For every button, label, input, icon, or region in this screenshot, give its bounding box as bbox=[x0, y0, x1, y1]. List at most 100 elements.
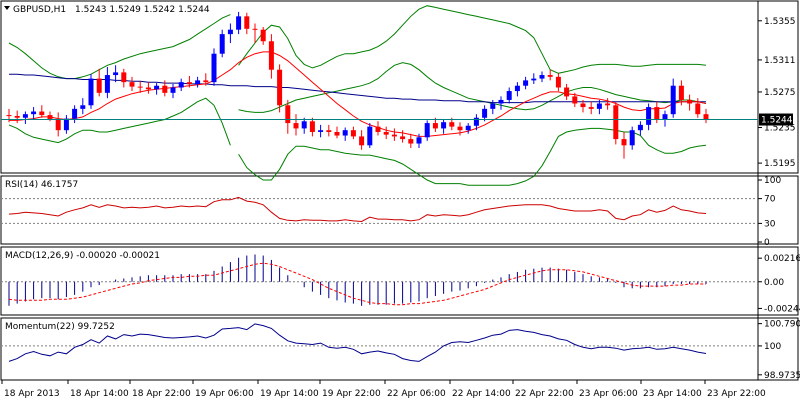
price-tick-label-4: 1.5195 bbox=[764, 159, 796, 169]
candle-body bbox=[695, 103, 701, 115]
candle-body bbox=[195, 80, 201, 84]
candle-body bbox=[170, 87, 176, 93]
momentum-title: Momentum(22) 99.7252 bbox=[5, 322, 115, 332]
candle-body bbox=[186, 82, 192, 84]
candle-body bbox=[596, 103, 602, 109]
candle-body bbox=[104, 75, 110, 93]
time-axis: 18 Apr 2013 18 Apr 14:00 18 Apr 22:00 19 Ap… bbox=[1, 380, 766, 399]
candle-body bbox=[277, 69, 283, 106]
candle-body bbox=[637, 124, 643, 131]
price-tick-label-2: 1.5275 bbox=[764, 88, 796, 98]
candle-body bbox=[457, 126, 463, 131]
time-tick-label-1: 18 Apr 14:00 bbox=[70, 389, 129, 399]
candle-body bbox=[621, 139, 627, 146]
candle-body bbox=[318, 130, 324, 132]
candle-body bbox=[63, 118, 69, 131]
candle-body bbox=[260, 29, 266, 42]
candle-body bbox=[375, 126, 381, 132]
macd-tick-label-1: 0.00 bbox=[764, 278, 784, 288]
candle-body bbox=[514, 85, 520, 92]
candle-body bbox=[227, 29, 233, 35]
momentum-tick-label-1: 100 bbox=[764, 342, 781, 352]
candle-body bbox=[293, 123, 299, 129]
symbol-label: GBPUSD,H1 bbox=[13, 5, 66, 15]
candle-body bbox=[564, 87, 570, 97]
candle-body bbox=[121, 72, 127, 83]
current-price-badge bbox=[759, 113, 793, 126]
candle-body bbox=[482, 108, 488, 118]
momentum-line bbox=[8, 323, 707, 362]
candle-body bbox=[531, 78, 537, 81]
candle-body bbox=[285, 105, 291, 124]
candle-body bbox=[572, 96, 578, 104]
candle-body bbox=[473, 117, 479, 126]
candle-body bbox=[350, 130, 356, 137]
rsi-tick-label-0: 100 bbox=[764, 176, 781, 186]
candle-body bbox=[605, 103, 611, 106]
candle-body bbox=[539, 75, 545, 79]
candle-body bbox=[244, 16, 250, 29]
macd-histogram bbox=[8, 254, 707, 306]
bollinger-lower-line bbox=[238, 127, 707, 186]
candle-body bbox=[400, 136, 406, 140]
candle-body bbox=[432, 123, 438, 129]
candle-body bbox=[588, 107, 594, 109]
rsi-axis-ticks: 100 70 30 0 bbox=[758, 176, 781, 248]
bollinger-bands bbox=[8, 5, 707, 186]
candle-body bbox=[555, 76, 561, 88]
rsi-tick-label-1: 70 bbox=[764, 195, 776, 205]
price-panel-frame bbox=[0, 0, 799, 174]
collapse-arrow-icon[interactable] bbox=[4, 6, 10, 10]
current-price-label: 1.5244 bbox=[761, 116, 793, 126]
candle-body bbox=[441, 122, 447, 129]
candle-body bbox=[301, 121, 307, 129]
macd-panel: MACD(12,26,9) -0.00020 -0.00021 0.002160… bbox=[1, 251, 800, 314]
time-tick-label-5: 19 Apr 22:00 bbox=[322, 389, 381, 399]
candle-body bbox=[654, 107, 660, 120]
time-tick-label-9: 23 Apr 06:00 bbox=[579, 389, 638, 399]
candle-body bbox=[162, 85, 168, 93]
candle-body bbox=[703, 114, 709, 120]
time-tick-label-0: 18 Apr 2013 bbox=[4, 389, 60, 399]
price-tick-label-3: 1.5235 bbox=[764, 124, 796, 134]
candle-body bbox=[39, 111, 45, 116]
time-tick-label-4: 19 Apr 14:00 bbox=[260, 389, 319, 399]
candle-body bbox=[490, 103, 496, 109]
candle-body bbox=[465, 125, 471, 131]
rsi-panel: RSI(14) 46.1757 100 70 30 0 bbox=[1, 176, 781, 248]
candle-body bbox=[629, 130, 635, 146]
candle-body bbox=[416, 137, 422, 144]
macd-title: MACD(12,26,9) -0.00020 -0.00021 bbox=[5, 251, 160, 261]
candle-body bbox=[678, 85, 684, 100]
candle-body bbox=[211, 53, 217, 83]
momentum-axis-ticks: 100.7906 100 98.9735 bbox=[758, 320, 800, 381]
candle-body bbox=[383, 131, 389, 135]
rsi-tick-label-2: 30 bbox=[764, 219, 776, 229]
candlesticks bbox=[6, 11, 709, 159]
time-tick-label-8: 22 Apr 22:00 bbox=[515, 389, 574, 399]
bollinger-upper-line-early bbox=[8, 14, 231, 80]
candle-body bbox=[687, 99, 693, 104]
candle-body bbox=[268, 41, 274, 70]
candle-body bbox=[449, 122, 455, 127]
rsi-tick-label-3: 0 bbox=[764, 238, 770, 248]
bollinger-lower-line-early bbox=[8, 97, 231, 146]
candle-body bbox=[334, 131, 340, 136]
candle-body bbox=[523, 80, 529, 86]
rsi-panel-frame bbox=[0, 175, 799, 245]
candle-body bbox=[670, 85, 676, 115]
candle-body bbox=[326, 130, 332, 132]
momentum-panel: Momentum(22) 99.7252 100.7906 100 98.9735 bbox=[1, 320, 800, 381]
rsi-title: RSI(14) 46.1757 bbox=[5, 180, 78, 190]
momentum-panel-frame bbox=[0, 317, 799, 381]
candle-body bbox=[580, 103, 586, 108]
candle-body bbox=[137, 86, 143, 88]
time-tick-label-3: 19 Apr 06:00 bbox=[195, 389, 254, 399]
time-tick-label-2: 18 Apr 22:00 bbox=[132, 389, 191, 399]
candle-body bbox=[96, 78, 102, 93]
price-panel-title: GBPUSD,H1 1.5243 1.5249 1.5242 1.5244 bbox=[13, 5, 210, 15]
candle-body bbox=[14, 115, 20, 118]
candle-body bbox=[342, 130, 348, 136]
